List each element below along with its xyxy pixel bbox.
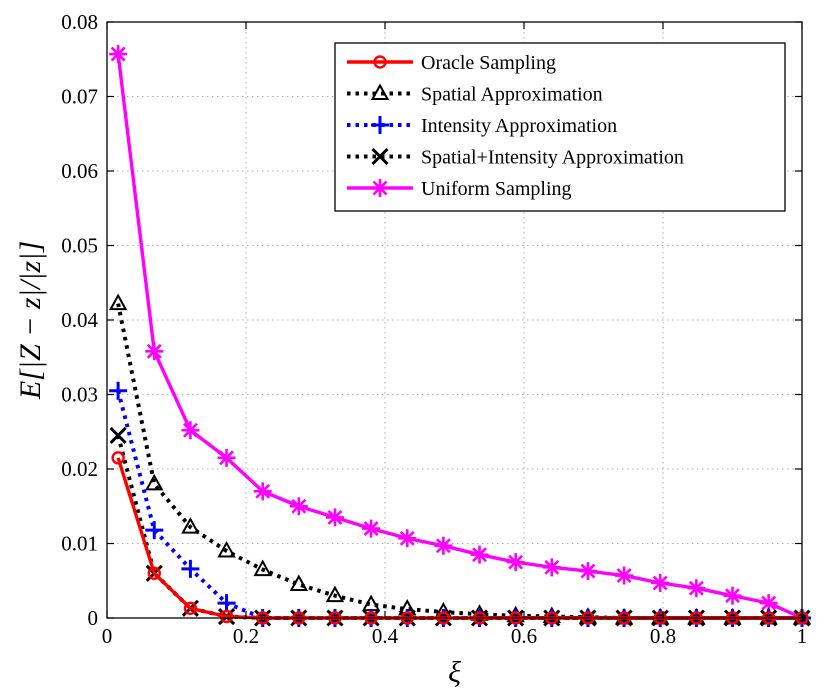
grid	[107, 22, 802, 618]
data-point	[578, 562, 597, 581]
y-tick-label: 0.05	[61, 234, 98, 258]
data-point	[111, 451, 125, 465]
data-point	[434, 536, 453, 555]
data-point	[181, 559, 200, 578]
data-point	[325, 508, 344, 527]
data-point	[145, 342, 164, 361]
x-tick-label: 0.2	[233, 624, 259, 648]
data-point	[217, 448, 236, 467]
data-point	[217, 540, 236, 558]
data-point	[723, 586, 742, 605]
y-tick-label: 0.03	[61, 383, 98, 407]
legend-marker	[373, 55, 387, 69]
x-tick-label: 1	[797, 624, 808, 648]
y-tick-label: 0.01	[61, 532, 98, 556]
data-point	[109, 45, 128, 64]
legend-label: Spatial Approximation	[421, 84, 603, 106]
legend-marker	[370, 83, 390, 100]
data-point	[506, 553, 525, 572]
x-tick-label: 0.6	[511, 624, 537, 648]
data-point	[181, 421, 200, 440]
data-point	[181, 517, 200, 534]
data-point	[108, 293, 128, 311]
data-point	[398, 529, 417, 548]
x-tick-label: 0	[102, 624, 113, 648]
legend-marker	[371, 116, 389, 134]
data-point	[219, 609, 234, 624]
y-tick-label: 0.08	[61, 10, 98, 34]
data-point	[147, 566, 161, 580]
data-point	[145, 521, 164, 540]
legend: Oracle Sampling Spatial Approximation Inte…	[334, 42, 786, 212]
data-point	[759, 594, 778, 613]
data-point	[325, 585, 345, 603]
legend-marker	[371, 147, 389, 166]
series-4	[109, 45, 811, 627]
data-point	[145, 473, 164, 491]
y-tick-label: 0.07	[61, 85, 98, 109]
data-point	[687, 579, 706, 598]
legend-label: Oracle Sampling	[421, 52, 556, 74]
legend-item: Intensity Approximation	[347, 115, 617, 137]
legend-label: Uniform Sampling	[421, 178, 572, 200]
y-tick-label: 0	[88, 606, 99, 630]
legend-label: Intensity Approximation	[421, 115, 617, 137]
y-tick-label: 0.04	[61, 308, 98, 332]
legend-item: Oracle Sampling	[347, 52, 556, 74]
x-tick-label: 0.4	[372, 624, 399, 648]
data-point	[362, 519, 381, 538]
data-point	[109, 426, 127, 445]
data-point	[289, 574, 309, 591]
x-tick-label: 0.8	[650, 624, 676, 648]
legend-item: Spatial+Intensity Approximation	[347, 147, 684, 169]
data-point	[253, 559, 272, 577]
legend-marker	[371, 179, 389, 197]
data-point	[289, 497, 308, 516]
data-point	[651, 573, 670, 592]
data-point	[217, 594, 236, 613]
data-point	[183, 601, 198, 616]
data-point	[109, 381, 128, 400]
data-point	[615, 566, 634, 585]
legend-item: Uniform Sampling	[347, 178, 572, 200]
x-axis-label: ξ	[448, 656, 461, 689]
data-point	[542, 558, 561, 577]
legend-item: Spatial Approximation	[347, 83, 603, 106]
y-tick-label: 0.02	[61, 457, 98, 481]
data-point	[470, 545, 489, 564]
ticks: 0 0.2 0.4 0.6 0.8 1 0 0.01 0.02 0.03 0.04 0.05 0.06 0…	[61, 10, 807, 648]
legend-label: Spatial+Intensity Approximation	[421, 147, 684, 169]
y-tick-label: 0.06	[61, 159, 98, 183]
y-axis-label: E[|Z − z|/|z|]	[14, 241, 47, 400]
data-point	[253, 482, 272, 501]
